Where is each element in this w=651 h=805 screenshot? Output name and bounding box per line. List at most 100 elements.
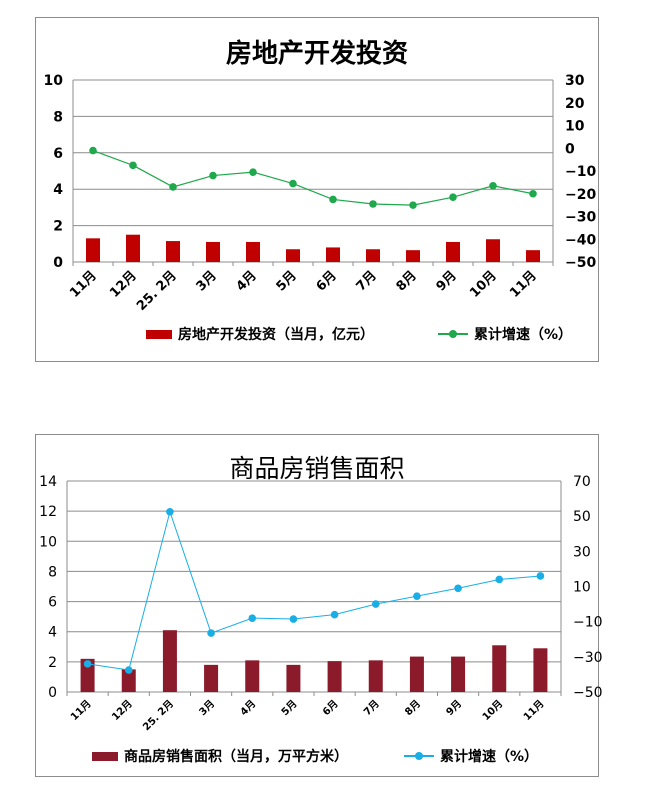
legend-item-bar: 商品房销售面积（当月，万平方米）	[92, 746, 348, 766]
legend-swatch-bar	[146, 329, 172, 339]
bar	[286, 249, 300, 262]
chart-real-estate-investment: 房地产开发投资 0 2 4 6 8 10 −50 −40 −30 −20 −10 0 10 20 30 11月…	[35, 17, 599, 362]
bar	[366, 249, 380, 262]
right-tick-labels: −50 −30 −10 10 30 50 70	[573, 474, 603, 701]
legend-label-line: 累计增速（%）	[474, 327, 573, 343]
bar	[206, 241, 220, 262]
line-point	[489, 181, 497, 190]
bar	[80, 658, 95, 692]
bar	[121, 669, 136, 692]
line-point	[330, 610, 339, 619]
left-tick-labels: 0 2 4 6 8 10 12 14	[39, 474, 57, 701]
bar	[286, 664, 301, 692]
right-tick-label: 70	[573, 474, 591, 490]
bar-series	[86, 234, 540, 262]
line-point	[495, 575, 504, 584]
category-label: 9月	[444, 698, 464, 718]
line-point	[371, 600, 380, 608]
line-point	[289, 615, 298, 623]
right-tick-label: 50	[573, 509, 591, 525]
line-point	[166, 507, 174, 516]
category-label: 11月	[67, 268, 100, 301]
category-label: 11月	[68, 698, 93, 723]
line-point	[249, 168, 257, 176]
bar	[246, 241, 260, 262]
line-point	[129, 161, 137, 170]
category-label: 4月	[238, 698, 258, 718]
line-point	[369, 200, 377, 208]
category-label: 11月	[521, 698, 546, 723]
category-label: 25. 2月	[141, 698, 176, 733]
bar	[86, 238, 100, 262]
right-tick-label: 10	[565, 119, 585, 135]
bar	[166, 241, 180, 262]
legend-item-bar: 房地产开发投资（当月，亿元）	[146, 324, 374, 344]
category-label: 12月	[107, 268, 140, 301]
left-tick-label: 4	[48, 625, 57, 641]
right-tick-labels: −50 −40 −30 −20 −10 0 10 20 30	[565, 73, 596, 271]
bar	[451, 656, 466, 692]
right-tick-label: 20	[565, 96, 585, 112]
legend-label-bar: 商品房销售面积（当月，万平方米）	[124, 749, 348, 765]
line-point	[248, 614, 257, 622]
right-tick-label: −50	[573, 685, 603, 701]
bar	[245, 660, 260, 692]
legend-item-line: 累计增速（%）	[404, 746, 538, 766]
right-tick-label: −30	[565, 210, 596, 226]
category-label: 5月	[279, 698, 299, 718]
category-label: 4月	[234, 268, 260, 294]
left-tick-label: 0	[48, 685, 57, 701]
bar	[533, 648, 548, 692]
line-series	[92, 149, 534, 206]
category-label: 6月	[314, 268, 340, 294]
category-label: 7月	[354, 268, 380, 294]
category-label: 8月	[394, 268, 420, 294]
right-tick-label: −20	[565, 187, 596, 203]
legend-swatch-bar	[92, 751, 118, 761]
category-label: 5月	[274, 268, 300, 294]
right-tick-label: −50	[565, 255, 596, 271]
plot-area: 0 2 4 6 8 10 12 14 −50 −30 −10 10 30 50 70 11月 12月 25. 2月…	[39, 474, 603, 733]
right-tick-label: −40	[565, 232, 596, 248]
bar-series	[80, 630, 548, 692]
line-point	[83, 660, 92, 668]
left-tick-label: 12	[39, 504, 57, 520]
line-series	[87, 510, 541, 671]
category-label: 12月	[109, 698, 134, 723]
category-labels: 11月 12月 25. 2月 3月 4月 5月 6月 7月 8月 9月 10月 11月	[68, 698, 546, 733]
right-tick-label: −10	[573, 615, 603, 631]
bar	[406, 250, 420, 262]
right-tick-label: −10	[565, 164, 596, 180]
line-point	[536, 572, 545, 580]
left-tick-label: 14	[39, 474, 57, 490]
line-point	[124, 666, 133, 674]
line-point	[409, 201, 417, 209]
left-tick-label: 2	[53, 219, 63, 235]
category-label: 7月	[361, 698, 381, 718]
line-point	[289, 179, 297, 188]
line-point	[413, 592, 421, 600]
left-tick-label: 8	[53, 109, 63, 125]
chart-housing-sales-area: 商品房销售面积 0 2 4 6 8 10 12 14 −50 −30 −10 10 30 50 70 11月 1…	[35, 434, 603, 777]
line-points	[89, 146, 537, 209]
gridlines	[67, 480, 561, 693]
right-tick-label: 30	[573, 544, 591, 560]
x-tick-marks	[66, 692, 562, 696]
gridlines	[73, 79, 553, 263]
right-tick-label: 30	[565, 73, 585, 89]
bar	[446, 241, 460, 262]
legend-swatch-line	[438, 328, 468, 340]
bar	[204, 664, 219, 692]
bar	[126, 234, 140, 262]
chart-title: 商品房销售面积	[229, 454, 405, 483]
line-point	[449, 193, 457, 201]
left-tick-label: 2	[48, 655, 57, 671]
line-point	[329, 195, 337, 204]
x-tick-marks	[72, 262, 554, 266]
category-label: 8月	[403, 698, 423, 718]
bar	[327, 661, 342, 692]
bar	[162, 630, 177, 692]
chart-title: 房地产开发投资	[225, 39, 408, 69]
left-tick-labels: 0 2 4 6 8 10	[44, 73, 64, 271]
